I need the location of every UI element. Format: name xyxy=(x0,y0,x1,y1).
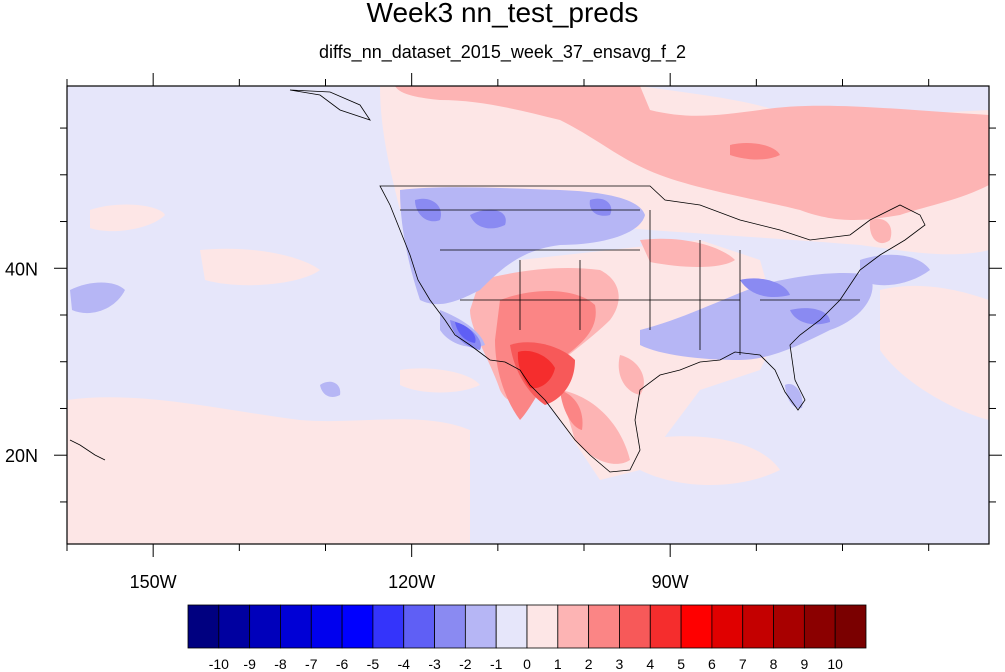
colorbar-label: 1 xyxy=(554,656,562,672)
colorbar-label: -5 xyxy=(367,656,380,672)
colorbar-swatch xyxy=(280,604,312,649)
colorbar-label: -2 xyxy=(459,656,472,672)
map-title: Week3 nn_test_preds xyxy=(366,0,639,28)
colorbar-swatch xyxy=(588,604,620,649)
lon-tick-label: 120W xyxy=(388,572,435,592)
colorbar-swatch xyxy=(557,604,590,649)
colorbar-label: 7 xyxy=(739,656,747,672)
lon-tick-label: 150W xyxy=(130,572,177,592)
colorbar-swatch xyxy=(464,604,497,649)
colorbar-label: 0 xyxy=(523,656,531,672)
lon-tick-label: 90W xyxy=(652,572,689,592)
colorbar-label: 2 xyxy=(585,656,593,672)
colorbar-label: 9 xyxy=(800,656,808,672)
colorbar-label: -8 xyxy=(274,656,287,672)
colorbar-label: 10 xyxy=(827,656,843,672)
colorbar-swatch xyxy=(773,604,805,649)
colorbar-swatch xyxy=(803,604,836,649)
lat-tick-label: 40N xyxy=(5,259,38,279)
colorbar-swatch xyxy=(742,604,774,649)
axis-tick-labels: 150W 120W 90W 40N 20N xyxy=(5,259,689,592)
colorbar-label: -3 xyxy=(428,656,441,672)
colorbar-swatch xyxy=(434,604,466,649)
colorbar-label: 4 xyxy=(646,656,654,672)
colorbar-swatch xyxy=(680,604,713,649)
colorbar-swatch xyxy=(341,604,374,649)
colorbar-swatch xyxy=(218,604,251,649)
map-subtitle: diffs_nn_dataset_2015_week_37_ensavg_f_2 xyxy=(319,42,686,62)
peak-positive-regions xyxy=(517,350,555,389)
colorbar-swatch xyxy=(495,604,528,649)
colorbar-swatch xyxy=(403,604,435,649)
colorbar-swatch xyxy=(310,604,343,649)
colorbar-label: 5 xyxy=(677,656,685,672)
peak-negative-regions xyxy=(455,322,476,343)
colorbar-swatch xyxy=(249,604,281,649)
lat-tick-label: 20N xyxy=(5,446,38,466)
colorbar-label: -7 xyxy=(305,656,318,672)
colorbar-label: -4 xyxy=(398,656,411,672)
axis-ticks xyxy=(54,73,1002,557)
colorbar-swatch xyxy=(526,604,559,649)
colorbar-swatch xyxy=(187,604,220,649)
colorbar-label: -9 xyxy=(243,656,256,672)
colorbar-swatch xyxy=(649,604,682,649)
colorbar-swatch xyxy=(711,604,744,649)
colorbar-label: -6 xyxy=(336,656,349,672)
coastlines-and-borders xyxy=(69,89,926,473)
colorbar-label: -10 xyxy=(209,656,229,672)
colorbar-swatch xyxy=(834,604,867,649)
colorbar-label: 8 xyxy=(770,656,778,672)
colorbar: -10 -9 -8 -7 -6 -5 -4 -3 -2 -1 0 1 2 3 4 5 6 7 8 9 10 xyxy=(187,604,867,672)
colorbar-label: 6 xyxy=(708,656,716,672)
colorbar-swatch xyxy=(372,604,405,649)
colorbar-swatch xyxy=(619,604,651,649)
colorbar-label: 3 xyxy=(616,656,624,672)
colorbar-label: -1 xyxy=(490,656,503,672)
